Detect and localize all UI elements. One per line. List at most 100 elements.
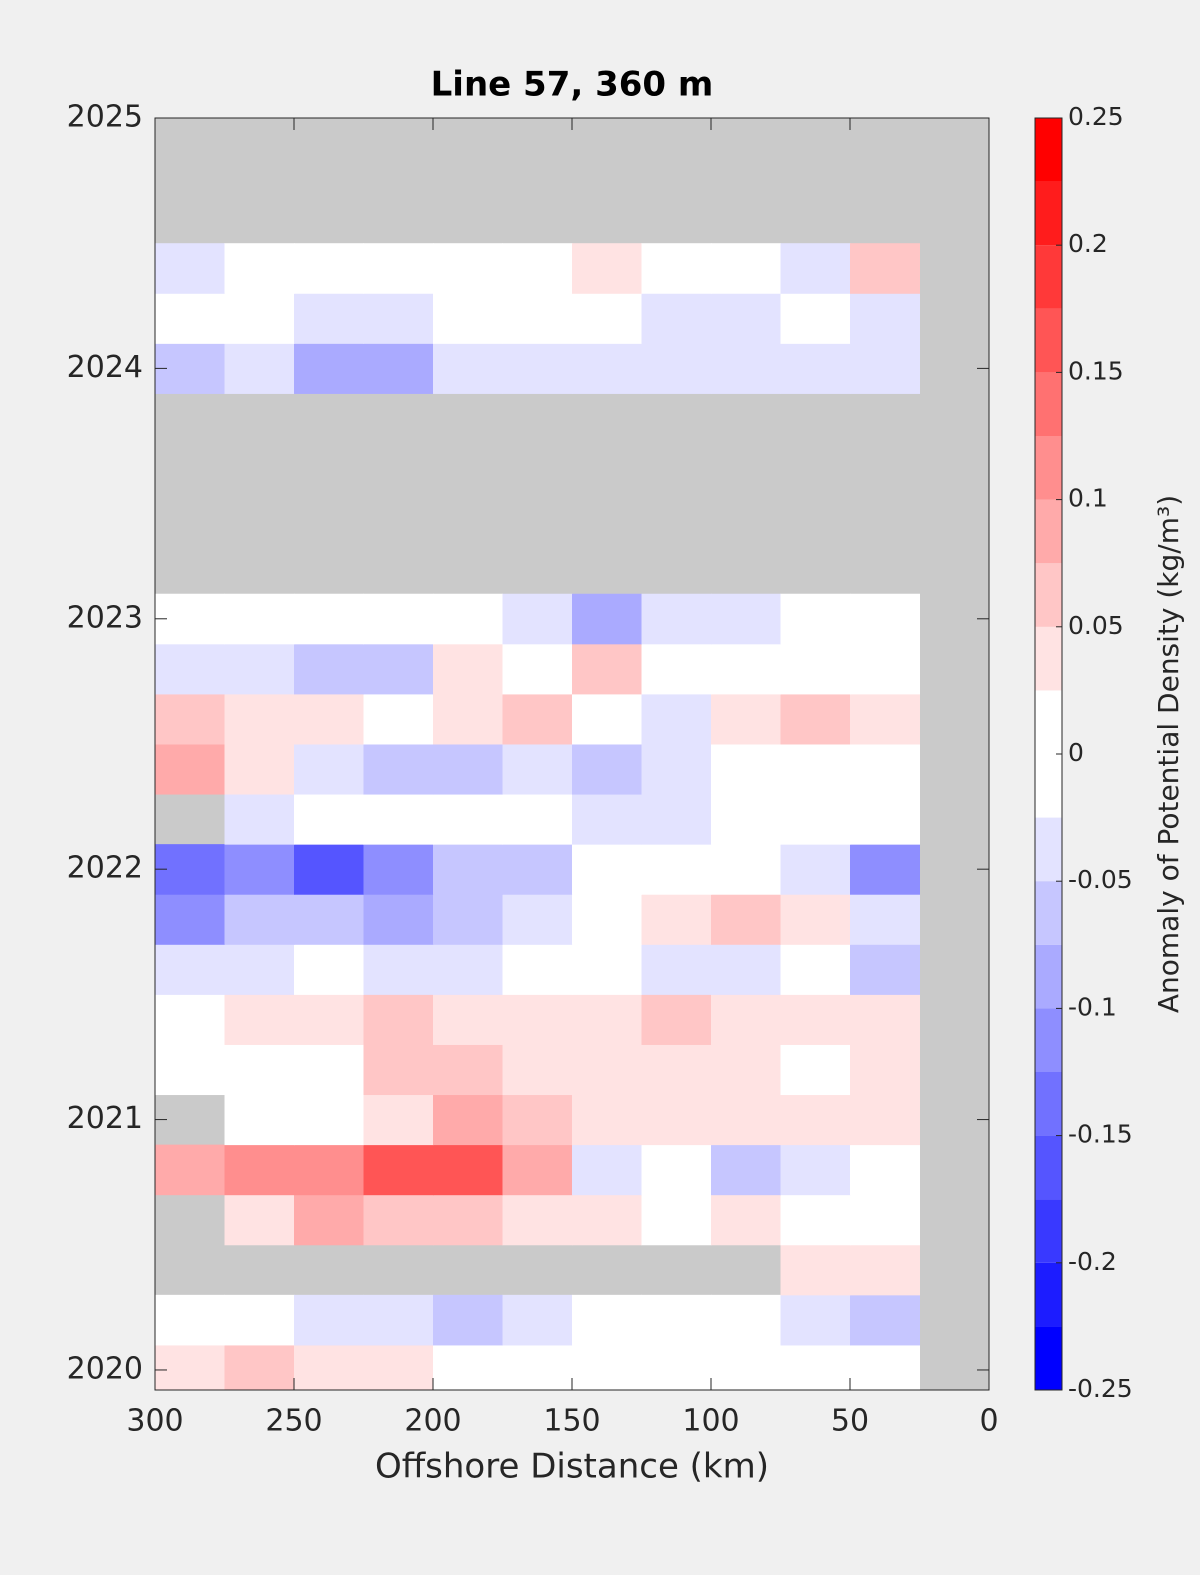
cell xyxy=(433,743,503,795)
cell xyxy=(363,593,434,645)
cell xyxy=(155,743,225,795)
colorbar-segment xyxy=(1035,308,1062,373)
cell xyxy=(433,844,503,895)
cell xyxy=(155,693,225,745)
cell xyxy=(363,844,434,895)
cell xyxy=(780,994,851,1045)
cell xyxy=(711,293,781,344)
cell xyxy=(711,1044,781,1096)
cell xyxy=(780,693,851,745)
cell xyxy=(850,994,920,1045)
cell xyxy=(155,994,225,1045)
colorbar-tick-label: -0.1 xyxy=(1068,992,1117,1021)
colorbar-segment xyxy=(1035,1072,1062,1136)
cell xyxy=(294,1044,364,1096)
cell xyxy=(363,343,434,394)
cell xyxy=(711,944,781,995)
cell xyxy=(294,1194,364,1246)
cell xyxy=(294,794,364,845)
cell xyxy=(780,643,851,695)
cell xyxy=(641,1294,712,1346)
colorbar-segment xyxy=(1035,499,1062,564)
cell xyxy=(502,243,573,294)
cell xyxy=(711,844,781,895)
cell xyxy=(850,743,920,795)
colorbar-tick-label: 0 xyxy=(1068,738,1084,767)
cell xyxy=(780,243,851,294)
colorbar-segment xyxy=(1035,1008,1062,1072)
cell xyxy=(641,944,712,995)
cell xyxy=(294,844,364,895)
x-tick-label: 300 xyxy=(126,1404,183,1439)
cell xyxy=(294,1094,364,1146)
x-tick-label: 50 xyxy=(831,1404,869,1439)
cell xyxy=(433,1344,503,1390)
cell xyxy=(433,894,503,945)
cell xyxy=(850,293,920,344)
cell xyxy=(711,743,781,795)
cell xyxy=(641,894,712,945)
cell xyxy=(711,643,781,695)
cell xyxy=(711,693,781,745)
cell xyxy=(850,693,920,745)
colorbar-tick-label: 0.1 xyxy=(1068,484,1108,513)
cell xyxy=(572,643,642,695)
cell xyxy=(224,794,295,845)
cell xyxy=(363,944,434,995)
cell xyxy=(433,243,503,294)
cell xyxy=(502,1044,573,1096)
cell xyxy=(780,944,851,995)
cell xyxy=(641,1344,712,1390)
cell xyxy=(502,743,573,795)
colorbar-tick-label: -0.2 xyxy=(1068,1247,1117,1276)
cell xyxy=(850,343,920,394)
cell xyxy=(363,1344,434,1390)
y-tick-label: 2025 xyxy=(67,100,143,135)
cell xyxy=(711,243,781,294)
colorbar-segment xyxy=(1035,245,1062,309)
cell xyxy=(363,994,434,1045)
cell xyxy=(155,1294,225,1346)
x-axis-label: Offshore Distance (km) xyxy=(375,1447,769,1487)
cell xyxy=(780,894,851,945)
cell xyxy=(641,243,712,294)
cell xyxy=(224,643,295,695)
cell xyxy=(363,243,434,294)
cell xyxy=(780,743,851,795)
cell xyxy=(363,1194,434,1246)
colorbar-tick-label: -0.05 xyxy=(1068,865,1133,894)
cell xyxy=(641,593,712,645)
cell xyxy=(502,343,573,394)
cell xyxy=(572,1144,642,1196)
cell xyxy=(850,794,920,845)
cell xyxy=(641,794,712,845)
cell xyxy=(850,1044,920,1096)
cell xyxy=(780,293,851,344)
cell xyxy=(572,343,642,394)
cell xyxy=(363,1294,434,1346)
colorbar-tick-label: 0.2 xyxy=(1068,229,1108,258)
colorbar-tick-label: 0.15 xyxy=(1068,356,1124,385)
cell xyxy=(641,994,712,1045)
cell xyxy=(572,593,642,645)
cell xyxy=(641,643,712,695)
cell xyxy=(502,794,573,845)
cell xyxy=(502,293,573,344)
cell xyxy=(572,693,642,745)
cell xyxy=(502,1194,573,1246)
cell xyxy=(224,693,295,745)
cell xyxy=(433,1294,503,1346)
cell xyxy=(294,693,364,745)
cell xyxy=(155,1344,225,1390)
cell xyxy=(572,994,642,1045)
cell xyxy=(433,693,503,745)
cell xyxy=(850,243,920,294)
cell xyxy=(433,1044,503,1096)
cell xyxy=(572,1094,642,1146)
cell xyxy=(711,1094,781,1146)
colorbar-segment xyxy=(1035,817,1062,882)
cell xyxy=(780,593,851,645)
cell xyxy=(641,743,712,795)
cell xyxy=(502,1344,573,1390)
cell xyxy=(780,1344,851,1390)
